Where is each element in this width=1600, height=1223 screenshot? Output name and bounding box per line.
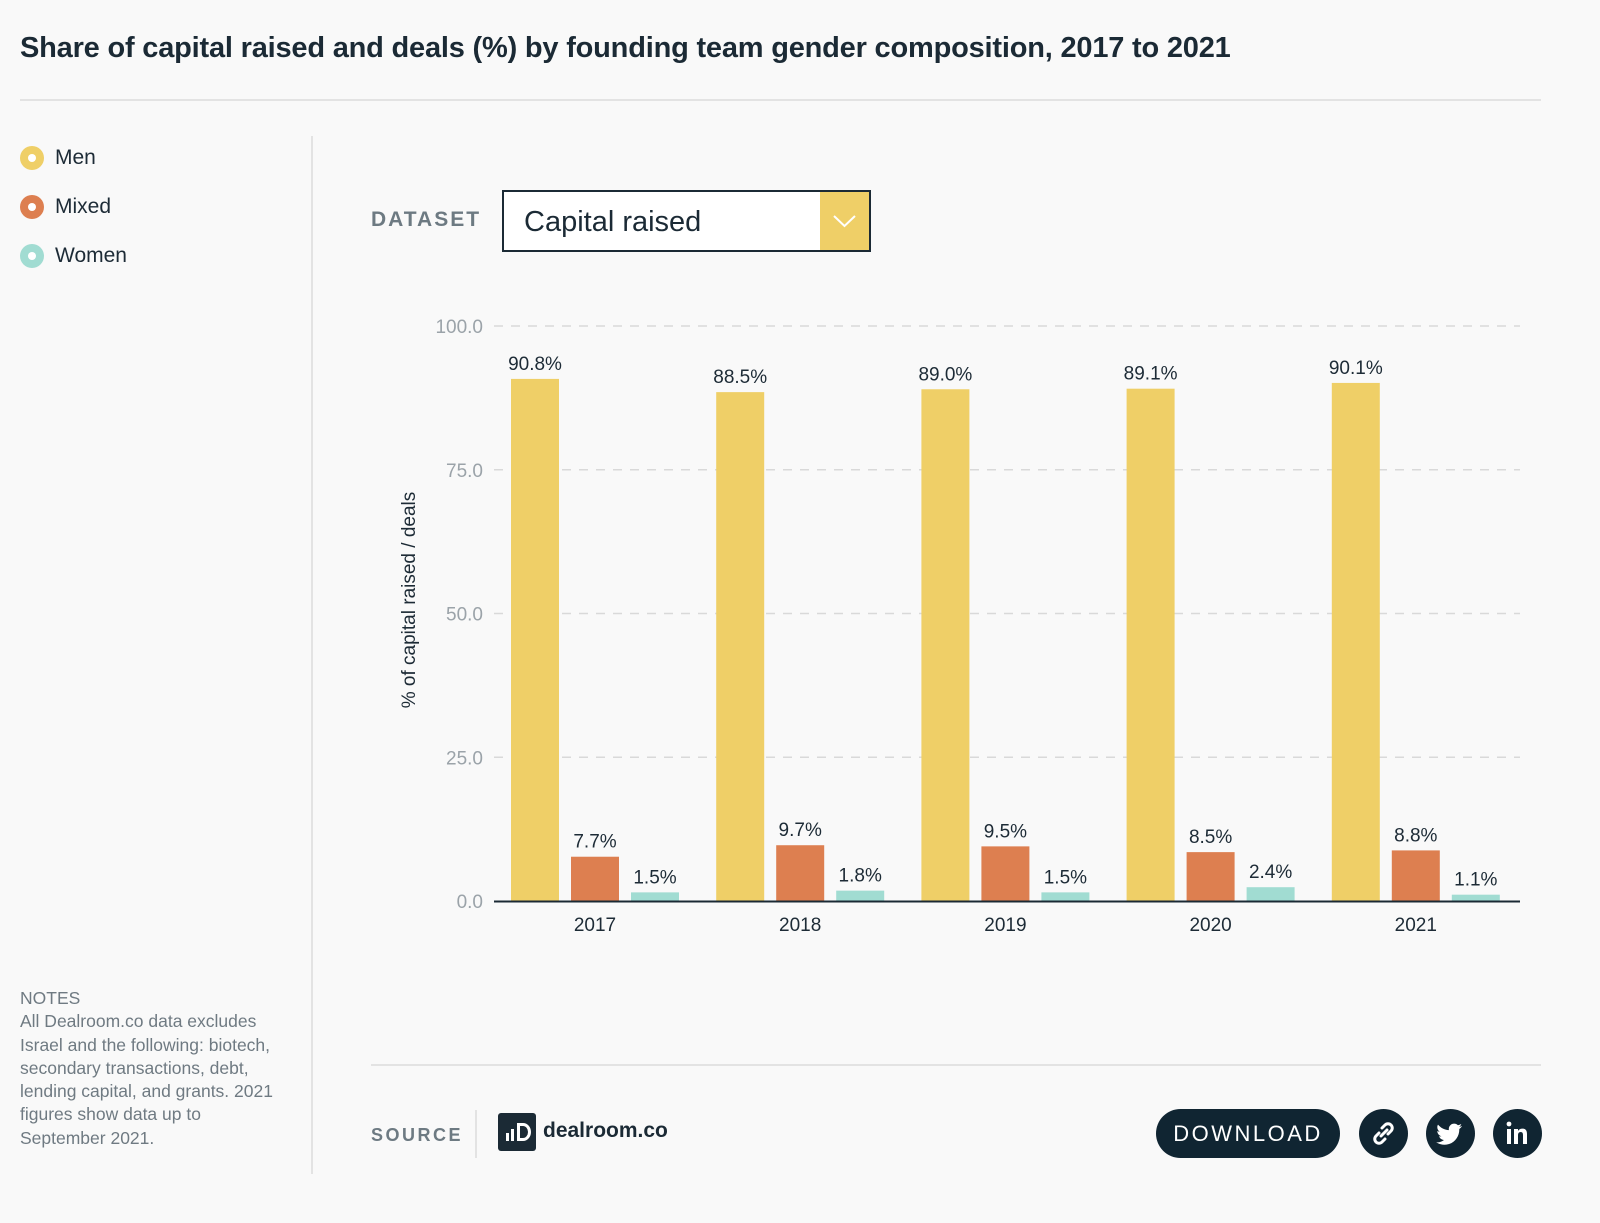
y-tick-label: 0.0 <box>457 892 483 913</box>
y-tick-label: 50.0 <box>446 605 483 626</box>
x-tick-label: 2017 <box>574 915 616 936</box>
y-tick-label: 75.0 <box>446 461 483 482</box>
x-tick-label: 2019 <box>984 915 1026 936</box>
brand-name: dealroom.co <box>543 1119 668 1142</box>
legend-item-mixed[interactable]: Mixed <box>20 195 127 219</box>
twitter-icon <box>1436 1123 1462 1145</box>
data-label: 1.1% <box>1454 870 1497 891</box>
legend-dot-women <box>20 244 44 268</box>
bar-mixed-2017 <box>571 856 619 901</box>
legend-item-men[interactable]: Men <box>20 146 127 170</box>
y-axis-label: % of capital raised / deals <box>399 492 420 709</box>
data-label: 90.8% <box>508 354 562 375</box>
sidebar-divider <box>311 136 313 1174</box>
chevron-down-icon <box>833 215 856 228</box>
bar-men-2017 <box>511 378 559 901</box>
bar-men-2018 <box>716 392 765 901</box>
data-label: 9.7% <box>779 820 822 841</box>
bar-women-2020 <box>1246 887 1295 901</box>
data-label: 9.5% <box>984 821 1027 842</box>
bar-chart: 0.0 25.0 50.0 75.0 100.0 % of capital raised … <box>399 317 1520 936</box>
data-label: 89.0% <box>918 364 972 385</box>
dataset-select[interactable]: Capital raised <box>502 190 871 252</box>
share-twitter-button[interactable] <box>1426 1109 1475 1158</box>
copy-link-button[interactable] <box>1359 1109 1408 1158</box>
linkedin-icon <box>1506 1121 1527 1144</box>
footer-divider <box>371 1064 1541 1066</box>
legend-dot-men <box>20 146 44 170</box>
bar-men-2020 <box>1126 388 1175 901</box>
data-label: 89.1% <box>1124 364 1178 385</box>
notes: NOTES All Dealroom.co data excludes Isra… <box>20 987 290 1150</box>
data-label: 1.5% <box>1044 867 1087 888</box>
title-divider <box>20 99 1541 101</box>
notes-text: All Dealroom.co data excludes Israel and… <box>20 1011 273 1148</box>
source-label: SOURCE <box>371 1125 464 1145</box>
link-icon <box>1373 1122 1394 1145</box>
y-tick-label: 100.0 <box>435 317 483 338</box>
data-label: 8.5% <box>1189 827 1232 848</box>
legend-label-men: Men <box>55 146 96 169</box>
bar-mixed-2018 <box>776 845 825 901</box>
legend-label-women: Women <box>55 244 127 267</box>
legend: Men Mixed Women <box>20 146 127 293</box>
bar-women-2019 <box>1041 892 1090 901</box>
bar-men-2019 <box>921 389 970 901</box>
source-divider <box>475 1110 477 1158</box>
bar-mixed-2020 <box>1186 852 1235 901</box>
x-tick-label: 2020 <box>1189 915 1231 936</box>
bar-women-2018 <box>836 890 885 901</box>
dataset-arrow-button[interactable] <box>820 192 869 250</box>
x-tick-label: 2021 <box>1395 915 1437 936</box>
notes-heading: NOTES <box>20 988 81 1008</box>
y-tick-label: 25.0 <box>446 748 483 769</box>
x-tick-label: 2018 <box>779 915 821 936</box>
bar-women-2021 <box>1451 894 1500 901</box>
legend-item-women[interactable]: Women <box>20 244 127 268</box>
data-label: 8.8% <box>1394 825 1437 846</box>
bar-mixed-2021 <box>1391 850 1440 901</box>
bar-mixed-2019 <box>981 846 1030 901</box>
data-label: 88.5% <box>713 367 767 388</box>
data-label: 2.4% <box>1249 862 1292 883</box>
legend-dot-mixed <box>20 195 44 219</box>
download-button[interactable]: DOWNLOAD <box>1156 1109 1340 1158</box>
data-label: 90.1% <box>1329 358 1383 379</box>
data-label: 7.7% <box>573 832 616 853</box>
bar-women-2017 <box>631 892 679 901</box>
data-label: 1.5% <box>633 867 676 888</box>
dealroom-logo-icon <box>498 1113 536 1151</box>
data-label: 1.8% <box>839 866 882 887</box>
dataset-label: DATASET <box>371 208 482 231</box>
legend-label-mixed: Mixed <box>55 195 112 218</box>
bar-men-2021 <box>1331 382 1380 901</box>
share-linkedin-button[interactable] <box>1493 1109 1542 1158</box>
dataset-selected-value: Capital raised <box>524 206 702 238</box>
chart-title: Share of capital raised and deals (%) by… <box>20 32 1231 64</box>
